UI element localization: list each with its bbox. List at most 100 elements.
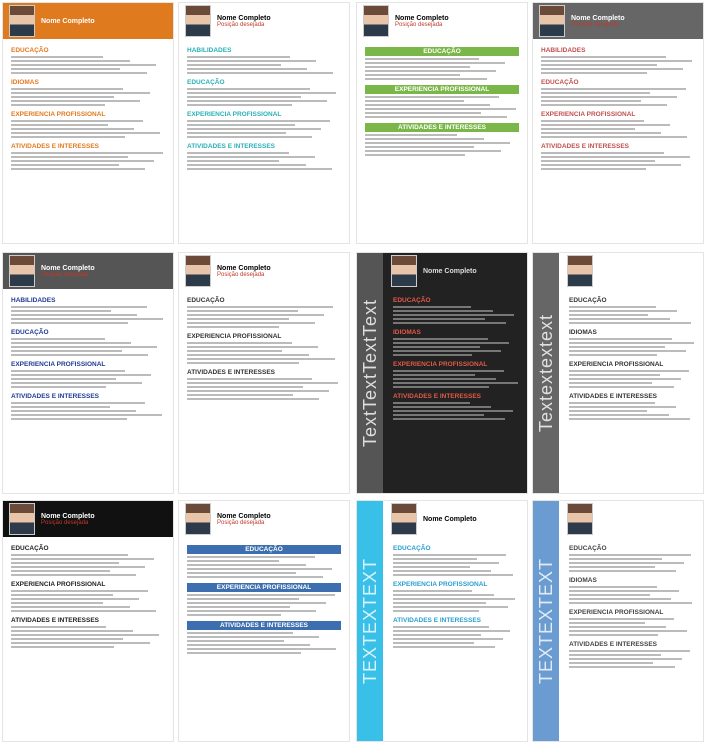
text-line [11,322,129,324]
text-line [393,602,487,604]
resume-header: Nome Completo [385,253,527,289]
section-heading: EDUCAÇÃO [393,297,431,304]
text-line [569,654,661,656]
text-line [187,636,320,638]
text-line [187,564,306,566]
text-line [569,310,678,312]
section-heading: EDUCAÇÃO [393,545,431,552]
text-line [187,390,329,392]
text-line [541,132,662,134]
text-line [393,346,480,348]
section-heading: EDUCAÇÃO [187,297,225,304]
text-line [187,342,292,344]
text-line [187,602,326,604]
text-line [187,326,280,328]
photo [9,5,35,37]
text-line [11,306,147,308]
section-heading: ATIVIDADES E INTERESSES [11,143,100,150]
photo [391,503,417,535]
section-heading: EDUCAÇÃO [365,47,519,56]
text-line [187,164,306,166]
text-line [187,120,331,122]
resume-body: EDUCAÇÃO IDIOMAS EXPERIENCIA PROFISSIONAL A… [385,289,527,425]
text-line [569,318,670,320]
resume-body: EDUCAÇÃO EXPERIENCIA PROFISSIONAL ATIVIDAD… [357,39,527,161]
text-line [393,410,513,412]
text-line [569,602,693,604]
text-line [11,120,144,122]
text-line [393,322,507,324]
text-line [393,350,502,352]
text-line [11,370,125,372]
text-line [365,58,479,60]
section-heading: ATIVIDADES E INTERESSES [187,143,276,150]
section-heading: EXPERIENCIA PROFISSIONAL [11,361,106,368]
text-line [11,574,136,576]
text-line [365,96,499,98]
text-line [187,632,294,634]
text-line [11,96,115,98]
text-line [569,658,683,660]
header-text: Nome Completo Posição desejada [217,265,271,278]
text-line [11,124,109,126]
text-line [187,568,332,570]
text-line [11,642,150,644]
text-line [187,606,291,608]
text-line [541,88,686,90]
text-line [393,642,474,644]
text-line [393,590,473,592]
text-line [393,594,494,596]
text-line [569,590,679,592]
resume-header [561,253,703,289]
text-line [365,146,475,148]
resume-body: EDUCAÇÃO EXPERIENCIA PROFISSIONAL ATIVIDAD… [179,289,349,405]
text-line [187,152,289,154]
photo [567,503,593,535]
text-line [11,638,124,640]
text-line [187,318,289,320]
section-heading: ATIVIDADES E INTERESSES [11,617,100,624]
side-text: Textextextext [535,313,556,433]
section-heading: EXPERIENCIA PROFISSIONAL [393,581,488,588]
text-line [11,646,115,648]
text-line [393,630,511,632]
section-heading: ATIVIDADES E INTERESSES [393,617,482,624]
text-line [541,104,668,106]
text-line [11,338,105,340]
text-line [569,666,675,668]
resume-header: Nome Completo [3,3,173,39]
text-line [393,606,508,608]
text-line [11,558,155,560]
resume-body: HABILIDADES EDUCAÇÃO EXPERIENCIA PROFISSIO… [179,39,349,175]
text-line [187,394,294,396]
text-line [187,362,300,364]
section-heading: EXPERIENCIA PROFISSIONAL [541,111,636,118]
text-line [365,100,464,102]
text-line [569,566,655,568]
header-text: Nome Completo Posição desejada [395,15,449,28]
text-line [11,626,107,628]
text-line [569,342,694,344]
text-line [11,562,119,564]
section-heading: ATIVIDADES E INTERESSES [569,393,658,400]
text-line [187,60,317,62]
header-text: Nome Completo Posição desejada [571,15,625,28]
text-line [11,56,104,58]
text-line [393,406,492,408]
position: Posição desejada [217,271,265,278]
text-line [11,100,141,102]
text-line [393,314,514,316]
section-heading: EXPERIENCIA PROFISSIONAL [187,333,282,340]
section-heading: IDIOMAS [569,577,597,584]
text-line [11,602,104,604]
resume-header: Nome Completo Posição desejada [357,3,527,39]
text-line [569,346,665,348]
full-name: Nome Completo [395,14,449,22]
section-heading: EDUCAÇÃO [541,79,579,86]
section-heading: EXPERIENCIA PROFISSIONAL [365,85,519,94]
position: Posição desejada [217,21,265,28]
photo [363,5,389,37]
text-line [541,96,677,98]
text-line [393,570,492,572]
photo [185,5,211,37]
